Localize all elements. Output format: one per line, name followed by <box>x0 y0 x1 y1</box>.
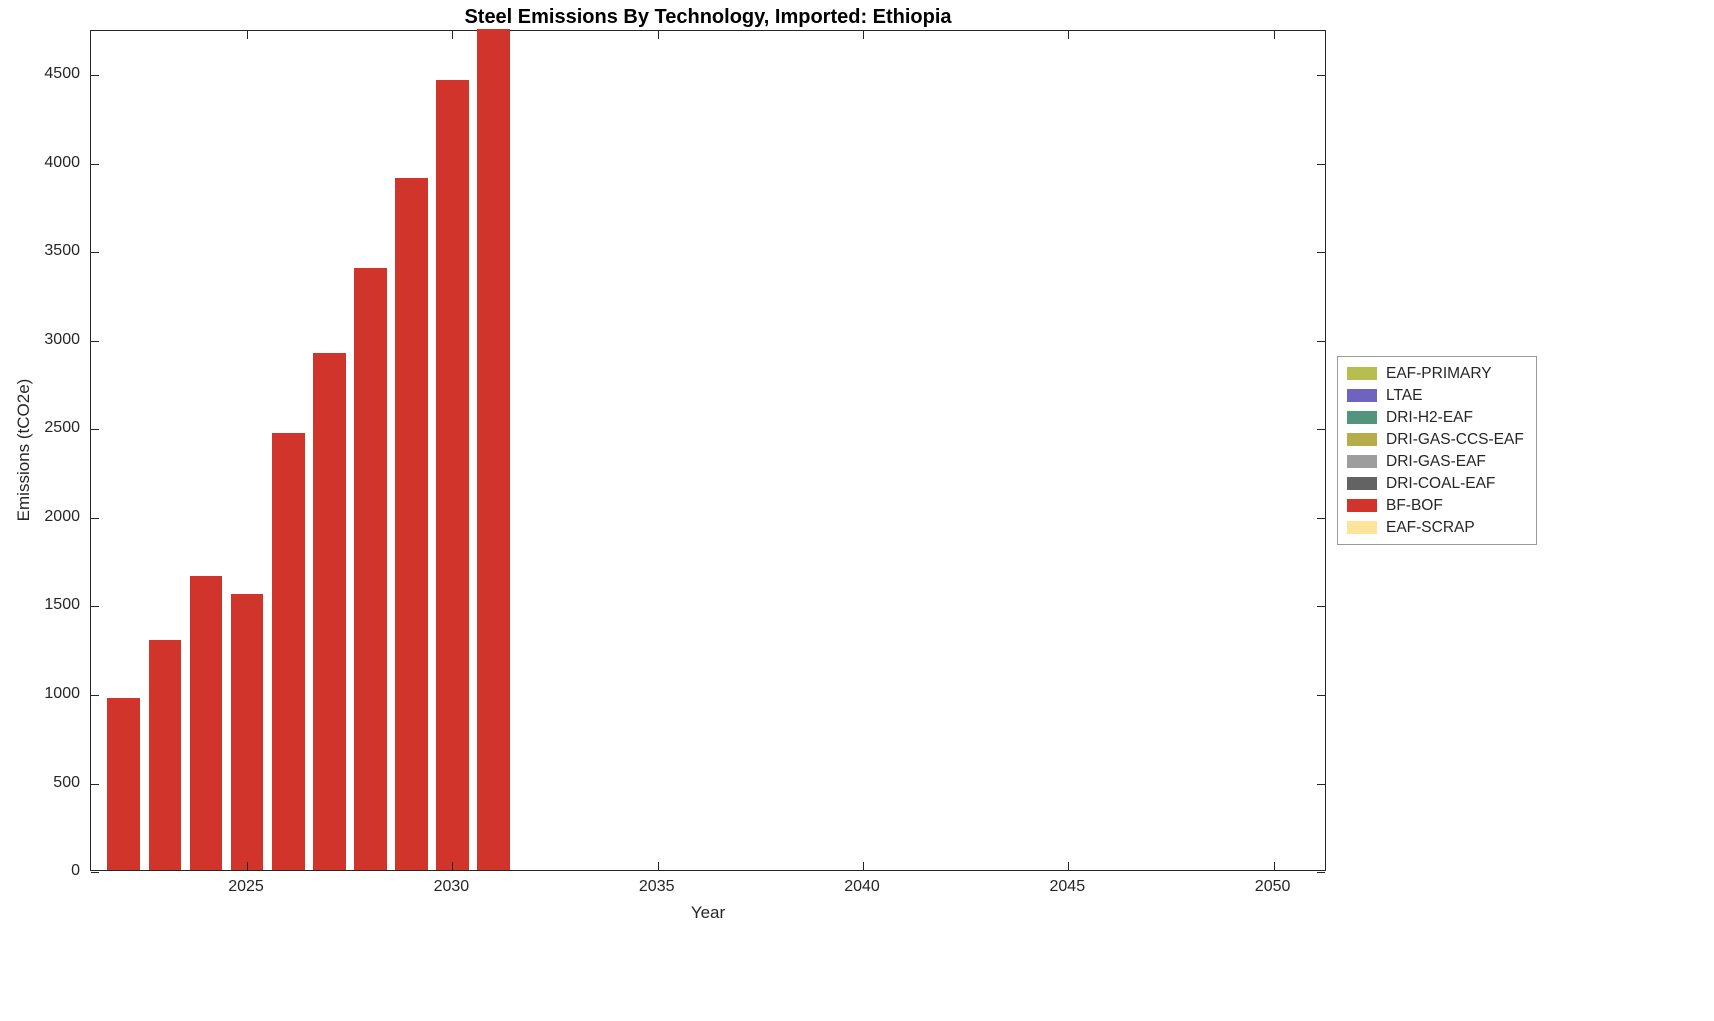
chart-title: Steel Emissions By Technology, Imported:… <box>464 6 952 28</box>
bar-bf-bof-2029 <box>394 177 428 870</box>
y-tick-label-4500: 4500 <box>44 65 80 83</box>
y-tick-mark <box>91 429 99 431</box>
bar-bf-bof-2025 <box>230 593 264 870</box>
y-tick-label-4000: 4000 <box>44 153 80 171</box>
y-tick-label-1500: 1500 <box>44 596 80 614</box>
y-tick-label-500: 500 <box>53 773 80 791</box>
legend-label: DRI-GAS-EAF <box>1386 452 1486 470</box>
y-tick-mark <box>1317 429 1325 431</box>
legend-label: EAF-SCRAP <box>1386 518 1475 536</box>
x-tick-label-2030: 2030 <box>433 878 470 895</box>
y-tick-mark <box>91 252 99 254</box>
legend-label: LTAE <box>1386 386 1423 404</box>
legend-swatch-icon <box>1347 499 1377 512</box>
legend-item-dri-h2-eaf: DRI-H2-EAF <box>1347 408 1524 427</box>
x-tick-mark <box>1273 31 1275 39</box>
y-tick-mark <box>91 872 99 873</box>
legend-item-eaf-primary: EAF-PRIMARY <box>1347 364 1524 383</box>
legend-item-ltae: LTAE <box>1347 386 1524 405</box>
x-tick-label-2035: 2035 <box>638 878 675 895</box>
legend-item-dri-gas-eaf: DRI-GAS-EAF <box>1347 452 1524 471</box>
legend-label: DRI-H2-EAF <box>1386 408 1473 426</box>
y-tick-mark <box>91 163 99 165</box>
x-tick-mark <box>657 31 659 39</box>
legend-item-eaf-scrap: EAF-SCRAP <box>1347 518 1524 537</box>
legend-label: DRI-COAL-EAF <box>1386 474 1496 492</box>
bar-bf-bof-2022 <box>107 698 141 870</box>
x-tick-mark <box>247 862 248 870</box>
legend-swatch-icon <box>1347 455 1377 468</box>
bar-bf-bof-2026 <box>271 432 305 870</box>
x-axis-label: Year <box>690 903 726 922</box>
legend-label: BF-BOF <box>1386 496 1443 514</box>
y-tick-mark <box>91 340 99 342</box>
y-tick-mark <box>91 783 99 785</box>
bar-bf-bof-2028 <box>353 268 387 870</box>
legend-swatch-icon <box>1347 389 1377 402</box>
legend-swatch-icon <box>1347 411 1377 424</box>
y-tick-label-1000: 1000 <box>44 684 80 702</box>
bar-bf-bof-2031 <box>477 29 510 870</box>
y-tick-label-0: 0 <box>71 862 80 879</box>
y-tick-mark <box>91 75 99 77</box>
y-tick-mark <box>1317 252 1325 254</box>
x-tick-mark <box>452 862 454 870</box>
x-tick-mark <box>1068 31 1070 39</box>
y-tick-mark <box>1317 694 1325 696</box>
y-tick-label-3000: 3000 <box>44 330 80 348</box>
y-tick-mark <box>1317 340 1325 342</box>
plot-area <box>90 29 1326 873</box>
y-tick-mark <box>91 606 99 608</box>
legend-item-dri-gas-ccs-eaf: DRI-GAS-CCS-EAF <box>1347 430 1524 449</box>
bar-bf-bof-2030 <box>435 80 469 870</box>
y-tick-mark <box>91 694 99 696</box>
legend-swatch-icon <box>1347 433 1377 446</box>
y-tick-mark <box>1317 606 1325 608</box>
x-tick-label-2040: 2040 <box>844 878 880 895</box>
x-tick-mark <box>247 31 248 39</box>
legend-item-bf-bof: BF-BOF <box>1347 496 1524 515</box>
y-tick-mark <box>1317 517 1325 519</box>
x-tick-mark <box>863 862 864 870</box>
y-tick-mark <box>91 517 99 519</box>
x-tick-label-2050: 2050 <box>1254 878 1291 895</box>
legend-label: EAF-PRIMARY <box>1386 364 1492 382</box>
y-tick-label-2000: 2000 <box>44 507 80 525</box>
y-tick-label-2500: 2500 <box>44 419 80 437</box>
x-tick-mark <box>1068 862 1070 870</box>
x-tick-mark <box>1273 862 1275 870</box>
x-tick-mark <box>863 31 864 39</box>
legend-swatch-icon <box>1347 367 1377 380</box>
bar-bf-bof-2027 <box>312 353 346 870</box>
x-tick-label-2025: 2025 <box>228 878 264 895</box>
x-tick-mark <box>657 862 659 870</box>
legend-item-dri-coal-eaf: DRI-COAL-EAF <box>1347 474 1524 493</box>
y-tick-mark <box>1317 783 1325 785</box>
y-tick-mark <box>1317 75 1325 77</box>
legend-swatch-icon <box>1347 521 1377 534</box>
bar-bf-bof-2024 <box>189 576 223 870</box>
bar-bf-bof-2023 <box>148 639 182 870</box>
legend-label: DRI-GAS-CCS-EAF <box>1386 430 1524 448</box>
legend-swatch-icon <box>1347 477 1377 490</box>
y-tick-mark <box>1317 163 1325 165</box>
y-tick-mark <box>1317 872 1325 873</box>
y-axis-label: Emissions (tCO2e) <box>14 378 33 522</box>
x-tick-label-2045: 2045 <box>1049 878 1086 895</box>
x-tick-mark <box>452 31 454 39</box>
y-tick-label-3500: 3500 <box>44 242 80 260</box>
legend: EAF-PRIMARY LTAE DRI-H2-EAF DRI-GAS-CCS-EAF… <box>1337 356 1537 545</box>
